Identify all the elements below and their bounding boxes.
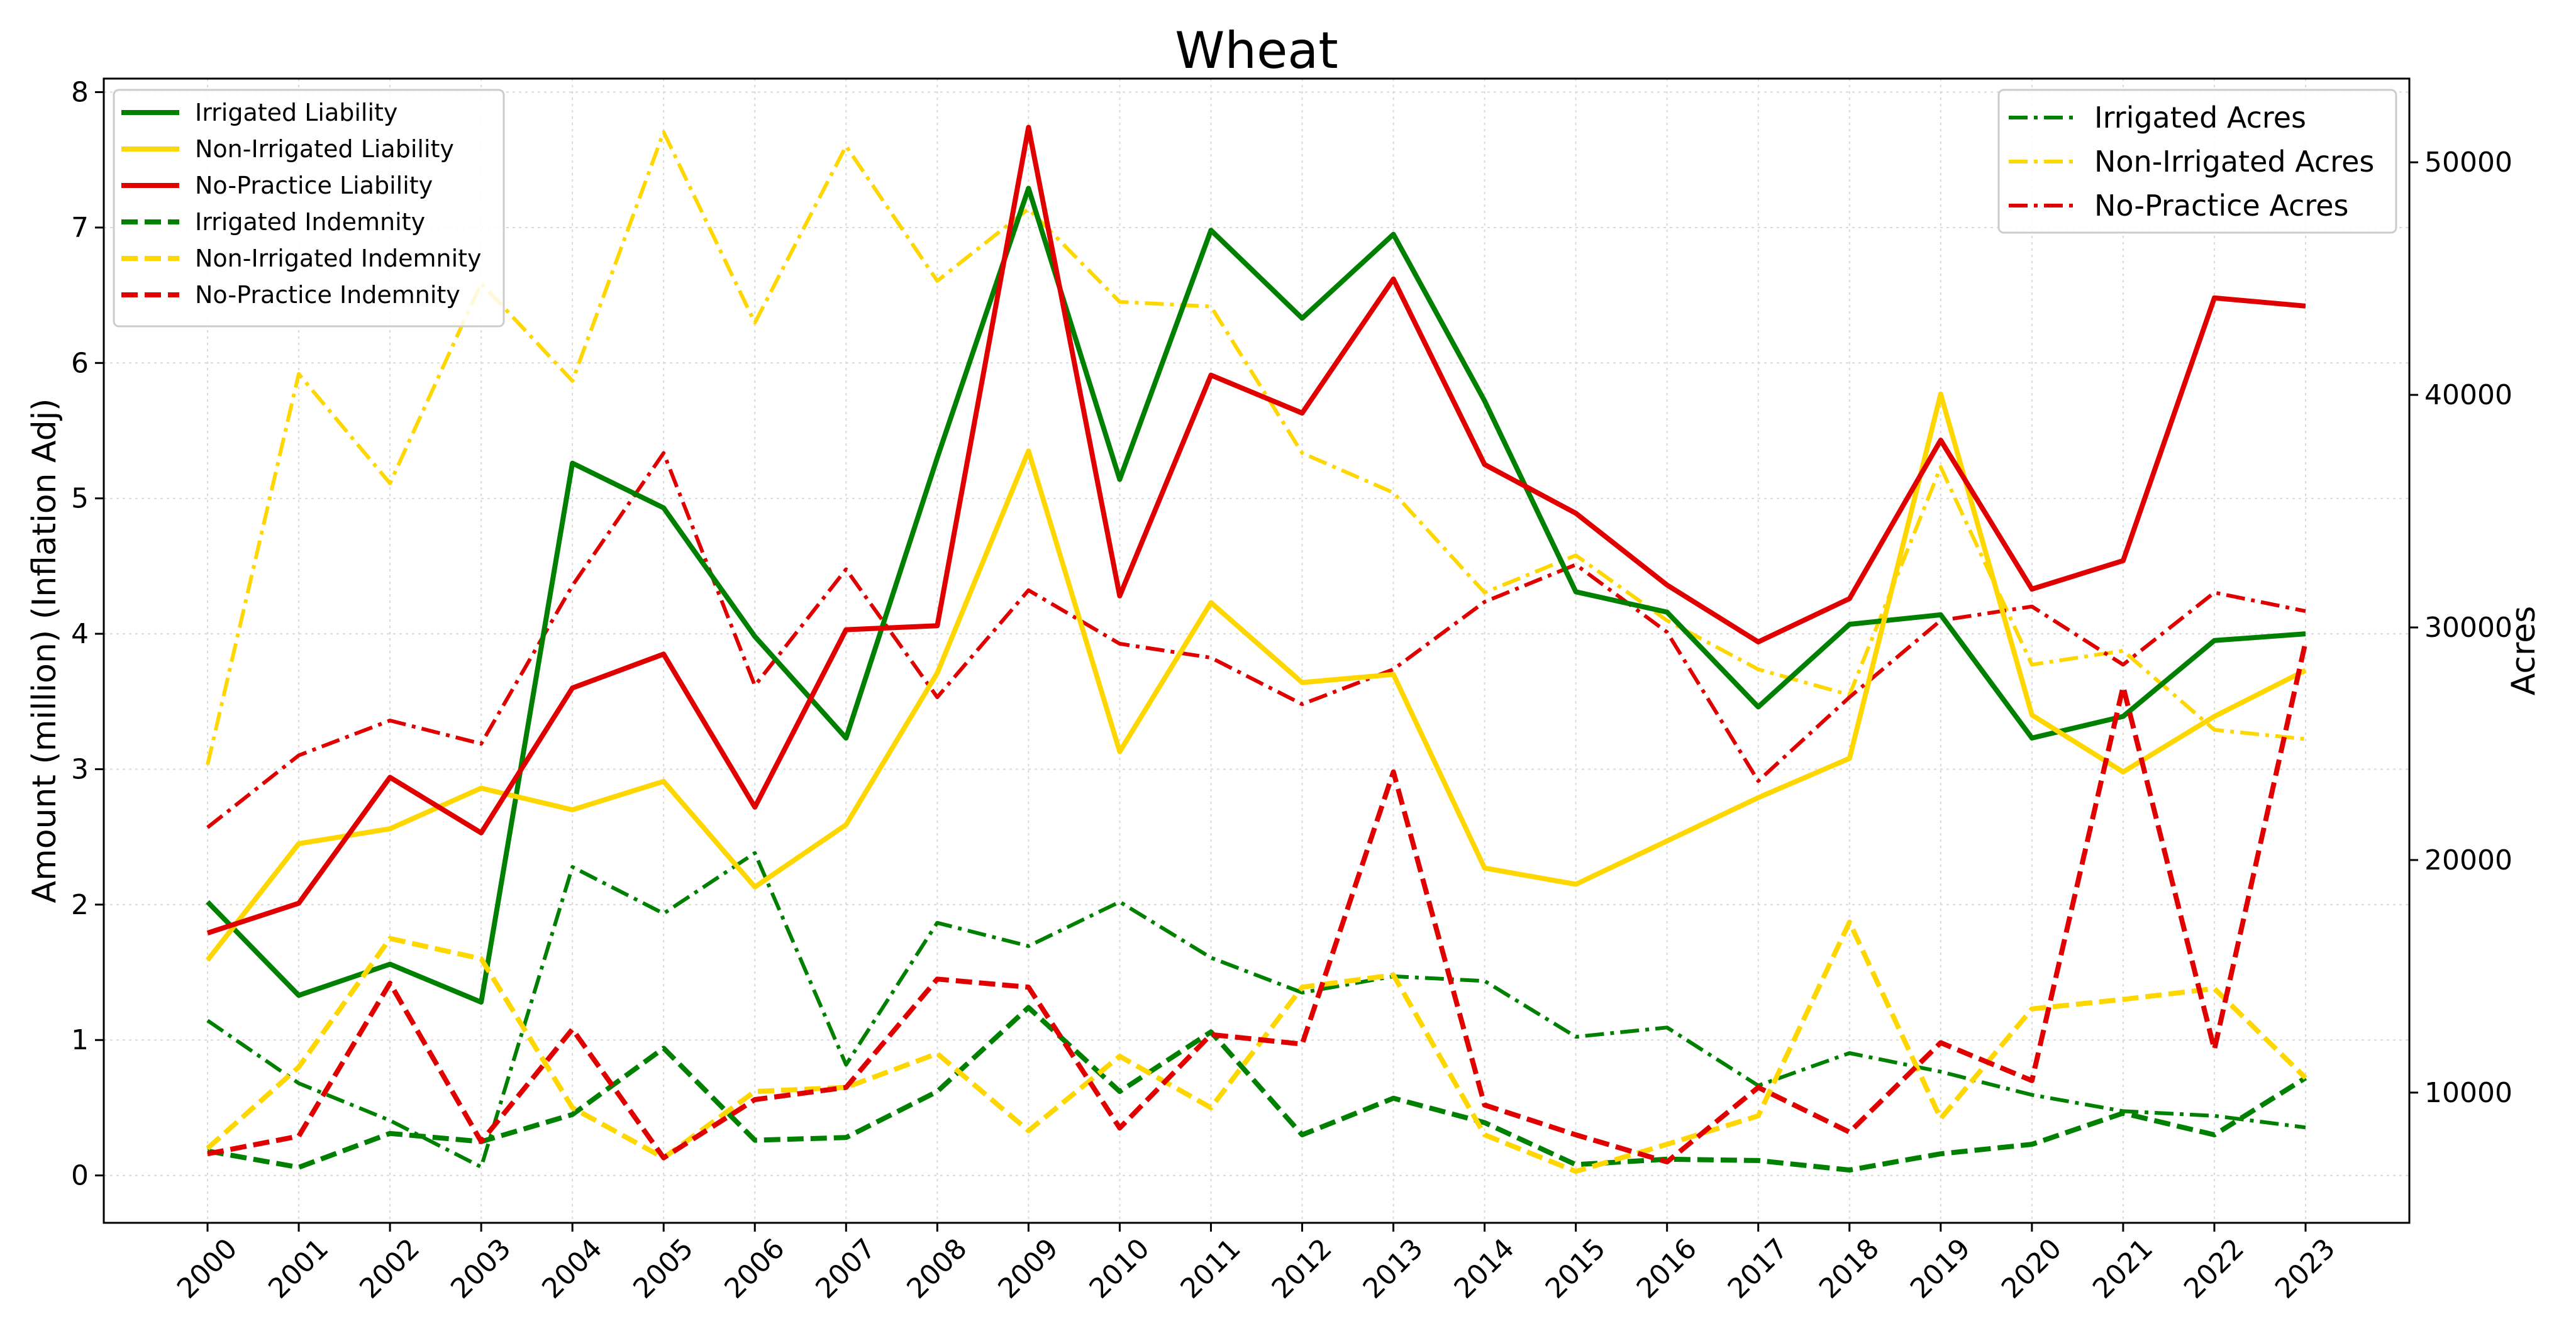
legend-label: No-Practice Indemnity: [195, 281, 460, 309]
legend-right: Irrigated Acres Non-Irrigated Acres No-Pra…: [1997, 89, 2397, 234]
legend-label: No-Practice Liability: [195, 172, 433, 199]
chart-title: Wheat: [1175, 21, 1338, 80]
y2-tick-label: 40000: [2424, 379, 2512, 411]
y-axis-label: Amount (million) (Inflation Adj): [26, 399, 64, 903]
series-no-practice-indemnity: [207, 641, 2308, 1165]
y2-tick-label: 10000: [2424, 1077, 2512, 1109]
y-tick-label: 8: [71, 77, 89, 109]
legend-label: No-Practice Acres: [2094, 189, 2348, 223]
legend-label: Irrigated Indemnity: [195, 208, 425, 236]
y-tick-label: 6: [71, 347, 89, 379]
y-tick-label: 4: [71, 618, 89, 650]
y-tick-label: 2: [71, 889, 89, 921]
legend-label: Non-Irrigated Liability: [195, 135, 454, 163]
legend-label: Irrigated Liability: [195, 99, 397, 126]
y2-tick-label: 30000: [2424, 612, 2512, 644]
y-tick-label: 1: [71, 1024, 89, 1056]
legend-label: Non-Irrigated Indemnity: [195, 245, 482, 272]
series-irrigated-liability: [206, 185, 2306, 1005]
y-tick-label: 5: [71, 483, 89, 515]
series-no-practice-liability: [206, 124, 2306, 936]
y2-tick-label: 50000: [2424, 146, 2512, 179]
y2-tick-label: 20000: [2424, 844, 2512, 876]
y-tick-label: 7: [71, 212, 89, 244]
series-no-practice-acres: [206, 451, 2306, 829]
series-non-irrigated-acres: [206, 130, 2306, 765]
y2-axis-label: Acres: [2505, 606, 2543, 696]
series-non-irrigated-liability: [205, 391, 2307, 962]
legend-label: Irrigated Acres: [2094, 101, 2306, 135]
series-non-irrigated-indemnity: [206, 919, 2307, 1174]
plot-frame: [103, 77, 2411, 1224]
legend-right-frame: [1997, 89, 2397, 234]
series-irrigated-indemnity: [207, 1005, 2307, 1173]
y-tick-label: 0: [71, 1160, 89, 1192]
series-irrigated-acres: [206, 851, 2306, 1169]
series-layer: [205, 124, 2308, 1174]
legend-label: Non-Irrigated Acres: [2094, 145, 2374, 179]
legend-left-frame: [113, 89, 505, 328]
legend-left: Irrigated Liability Non-Irrigated Liabili…: [113, 89, 505, 328]
y-tick-label: 3: [71, 753, 89, 785]
